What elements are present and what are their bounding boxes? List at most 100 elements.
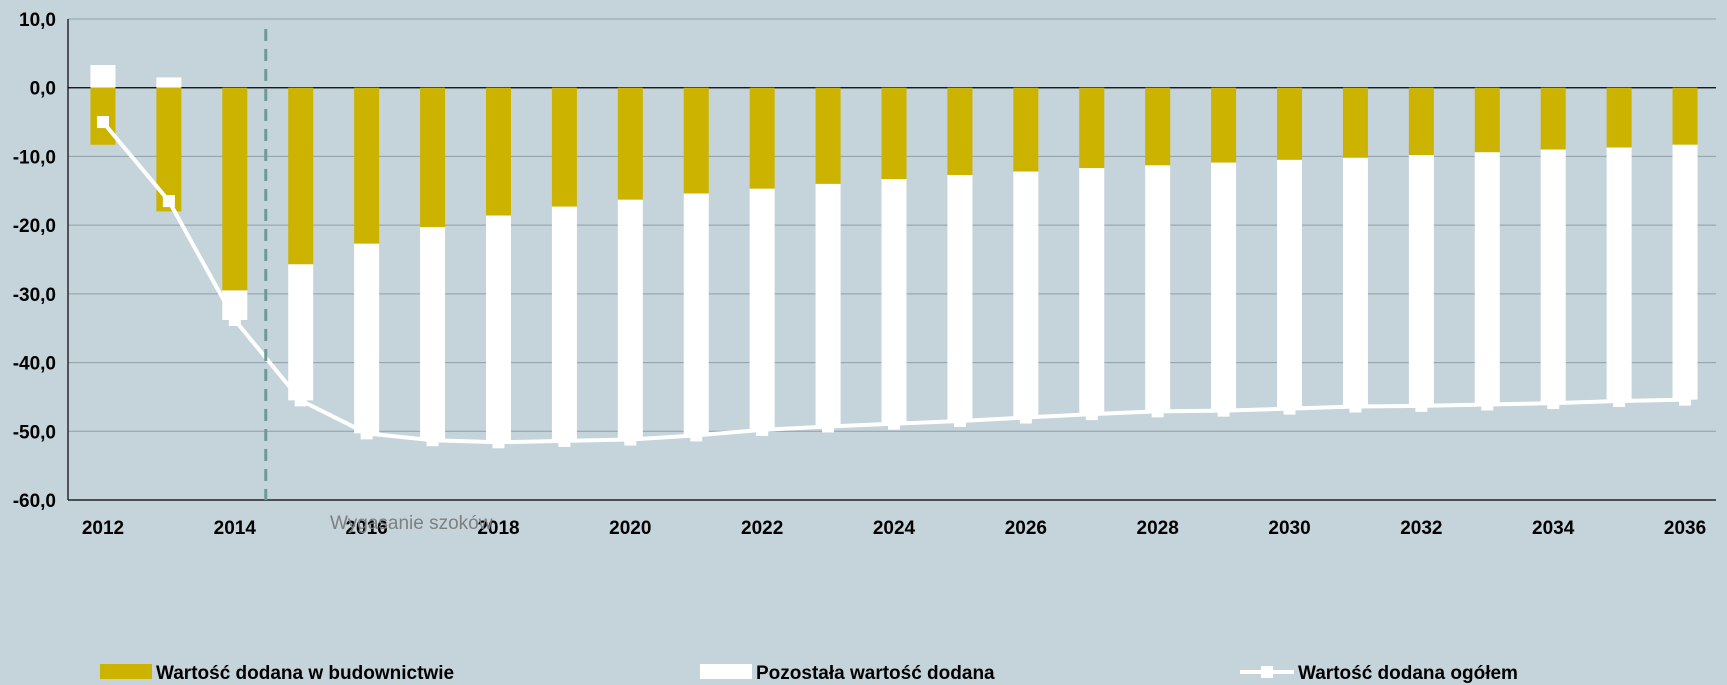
x-tick-label: 2036 [1664, 518, 1706, 539]
bar-construction [354, 87, 380, 244]
bar-construction [749, 87, 775, 189]
point-total [1547, 397, 1560, 410]
y-tick-label: 10,0 [19, 10, 56, 31]
bar-other [815, 183, 841, 427]
line-layer [96, 116, 1692, 449]
point-total [1349, 400, 1362, 413]
point-total [1151, 405, 1164, 418]
bar-other [485, 215, 511, 443]
legend-marker-total [1261, 666, 1273, 678]
bar-construction [1079, 87, 1105, 169]
bar-other [617, 199, 643, 440]
point-total [756, 423, 769, 436]
bar-construction [1606, 87, 1632, 148]
x-tick-label: 2018 [477, 518, 519, 539]
legend-swatch-other [700, 664, 752, 679]
point-total [492, 436, 505, 449]
point-total [1481, 398, 1494, 411]
point-total [558, 434, 571, 447]
point-total [1613, 395, 1626, 408]
axis-layer: 10,0 0,0 -10,0 -20,0 -30,0 -40,0 -50,0 -60,0 201… [13, 10, 1716, 539]
point-total [360, 427, 373, 440]
legend: Wartość dodana w budownictwie Pozostała … [100, 663, 1518, 684]
point-total [1019, 411, 1032, 424]
legend-label-construction: Wartość dodana w budownictwie [156, 663, 454, 684]
y-tick-label: -50,0 [13, 422, 56, 443]
bar-layer [90, 65, 1698, 443]
shock-annotation: Wygasanie szoków [330, 513, 493, 534]
bar-other [288, 264, 314, 401]
bar-other [90, 65, 116, 88]
y-tick-label: -20,0 [13, 216, 56, 237]
point-total [888, 417, 900, 430]
point-total [426, 434, 439, 447]
bar-construction [1211, 87, 1237, 163]
bar-other [1277, 159, 1303, 409]
bar-other [1606, 147, 1632, 402]
y-tick-label: -40,0 [13, 354, 56, 375]
bar-other [683, 193, 709, 436]
bar-construction [551, 87, 577, 207]
bar-other [551, 206, 577, 441]
bar-construction [1672, 87, 1698, 145]
point-total [822, 420, 835, 433]
x-tick-label: 2032 [1400, 518, 1442, 539]
bar-construction [881, 87, 907, 180]
x-tick-label: 2012 [82, 518, 124, 539]
point-total [953, 414, 966, 427]
bar-construction [222, 87, 248, 291]
x-tick-label: 2024 [873, 518, 916, 539]
y-tick-label: -60,0 [13, 491, 56, 512]
point-total [1679, 393, 1692, 406]
x-tick-label: 2016 [345, 518, 387, 539]
legend-swatch-construction [100, 664, 152, 679]
y-tick-label: -10,0 [13, 147, 56, 168]
bar-other [1211, 162, 1237, 411]
bar-other [1672, 144, 1698, 400]
y-tick-label: 0,0 [30, 79, 56, 100]
bar-other [1145, 165, 1171, 412]
bar-construction [1540, 87, 1566, 150]
bar-construction [1013, 87, 1039, 172]
point-total [96, 116, 109, 129]
bar-construction [288, 87, 314, 265]
bar-construction [1408, 87, 1434, 156]
bar-construction [420, 87, 446, 228]
bar-other [749, 188, 775, 430]
point-total [1283, 402, 1296, 415]
bar-other [1540, 149, 1566, 404]
point-total [1217, 404, 1230, 417]
bar-other [156, 77, 182, 88]
x-tick-label: 2014 [214, 518, 257, 539]
bar-construction [1474, 87, 1500, 153]
point-total [624, 433, 637, 446]
bar-construction [947, 87, 973, 175]
y-tick-label: -30,0 [13, 285, 56, 306]
bar-other [1013, 171, 1039, 418]
point-total [294, 394, 307, 407]
bar-construction [815, 87, 841, 184]
bar-construction [485, 87, 511, 216]
legend-label-other: Pozostała wartość dodana [756, 663, 995, 684]
bar-other [947, 174, 973, 421]
point-total [690, 429, 703, 442]
bar-other [1474, 152, 1500, 405]
bar-other [354, 243, 380, 434]
bar-other [420, 227, 446, 441]
shock-layer: Wygasanie szoków [264, 29, 493, 534]
bar-other [1079, 168, 1105, 415]
point-total [228, 313, 241, 326]
bar-other [1342, 157, 1368, 407]
point-total [162, 195, 175, 208]
x-tick-label: 2020 [609, 518, 651, 539]
bar-construction [1277, 87, 1303, 160]
bar-construction [1145, 87, 1171, 166]
x-tick-label: 2026 [1005, 518, 1047, 539]
bar-other [1408, 155, 1434, 406]
bar-construction [617, 87, 643, 200]
legend-label-total: Wartość dodana ogółem [1298, 663, 1518, 684]
bar-other [881, 179, 907, 424]
x-tick-label: 2022 [741, 518, 783, 539]
